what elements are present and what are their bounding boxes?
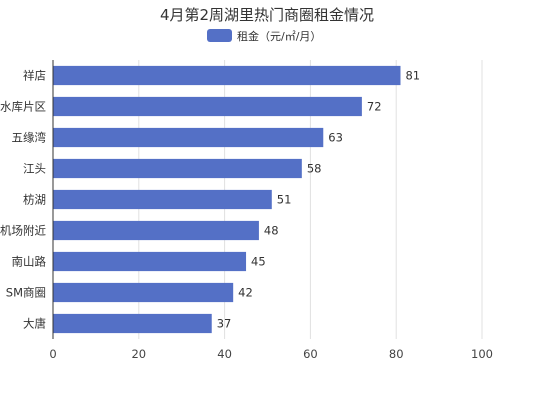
data-labels: 81 72 63 58 51 48 45 42 37 [217, 69, 420, 331]
x-tick-label: 80 [389, 347, 404, 361]
bar[interactable] [53, 96, 362, 117]
category-label: 五缘湾 [12, 131, 47, 145]
bars [53, 65, 401, 334]
bar[interactable] [53, 282, 234, 303]
data-label: 51 [277, 193, 292, 207]
category-label: 枋湖 [23, 193, 46, 207]
category-label: 江头 [23, 162, 46, 176]
x-tick-label: 100 [471, 347, 493, 361]
bar[interactable] [53, 127, 324, 148]
chart-title: 4月第2周湖里热门商圈租金情况 [160, 6, 374, 24]
category-label: 大唐 [23, 317, 46, 331]
category-label: 祥店 [23, 69, 46, 83]
data-label: 37 [217, 317, 232, 331]
bar[interactable] [53, 158, 302, 179]
x-tick-label: 20 [131, 347, 146, 361]
category-label: 南山路 [12, 255, 47, 269]
data-label: 42 [238, 286, 253, 300]
legend-swatch[interactable] [207, 29, 232, 42]
category-label: 机场附近 [0, 224, 46, 238]
value-axis: 0 20 40 60 80 100 [49, 60, 493, 361]
x-tick-label: 40 [217, 347, 232, 361]
data-label: 81 [405, 69, 420, 83]
x-tick-label: 60 [303, 347, 318, 361]
bar[interactable] [53, 189, 272, 210]
data-label: 58 [307, 162, 322, 176]
bar[interactable] [53, 251, 247, 272]
legend[interactable]: 租金（元/㎡/月） [207, 29, 321, 43]
legend-label[interactable]: 租金（元/㎡/月） [237, 29, 321, 43]
data-label: 45 [251, 255, 266, 269]
data-label: 72 [367, 100, 382, 114]
category-label: SM商圈 [6, 286, 46, 300]
bar[interactable] [53, 65, 401, 86]
category-label: 水库片区 [0, 100, 46, 114]
bar[interactable] [53, 313, 212, 334]
x-tick-label: 0 [49, 347, 56, 361]
data-label: 63 [328, 131, 343, 145]
data-label: 48 [264, 224, 279, 238]
bar[interactable] [53, 220, 259, 241]
